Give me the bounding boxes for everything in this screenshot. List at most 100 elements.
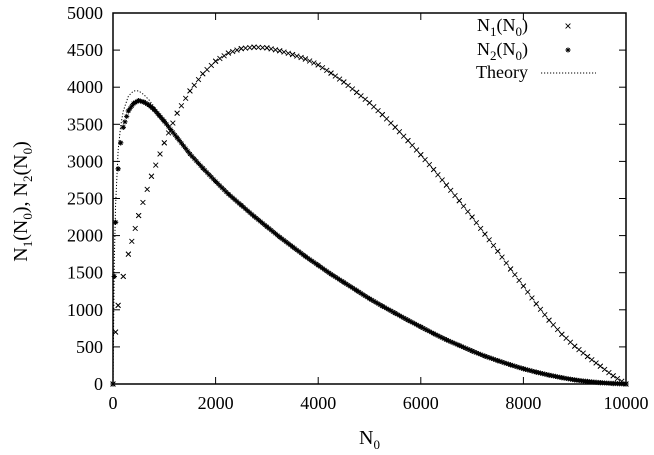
data-point	[422, 326, 428, 332]
data-point	[178, 103, 185, 109]
data-point	[238, 202, 244, 208]
data-point	[445, 338, 452, 344]
data-point	[317, 264, 323, 270]
data-point	[296, 248, 302, 255]
data-point	[168, 126, 174, 133]
data-point	[437, 334, 443, 340]
legend-item: N1​(N0​)	[477, 15, 571, 39]
data-point	[490, 356, 497, 362]
data-point	[430, 166, 437, 173]
legend-item: Theory	[476, 62, 596, 82]
data-point	[505, 361, 512, 367]
data-point	[298, 250, 304, 256]
data-point	[187, 151, 193, 157]
data-point	[165, 124, 172, 130]
data-point	[153, 108, 159, 115]
data-point	[546, 372, 552, 378]
data-point	[411, 320, 417, 327]
data-point	[300, 252, 306, 258]
y-axis-title: N1​(N0​), N2​(N0​)	[10, 141, 35, 262]
data-point	[405, 137, 411, 144]
y-tick-label: 2500	[67, 189, 103, 209]
data-point	[478, 351, 484, 358]
x-axis-title: N0​	[359, 427, 380, 452]
data-point	[274, 232, 281, 238]
x-tick-label: 10000	[604, 393, 649, 413]
data-point	[597, 380, 603, 386]
data-point	[369, 297, 375, 303]
data-point	[431, 330, 437, 337]
data-point	[294, 53, 300, 59]
data-point	[182, 95, 189, 102]
data-point	[336, 277, 343, 283]
data-point	[202, 167, 208, 173]
data-point	[531, 368, 537, 375]
data-point	[210, 176, 217, 182]
data-point	[219, 185, 225, 191]
data-point	[499, 359, 505, 365]
data-point	[512, 363, 518, 369]
data-point	[546, 317, 552, 323]
data-point	[497, 358, 503, 364]
data-point	[225, 191, 232, 197]
plot-frame	[112, 12, 627, 385]
data-point	[381, 304, 388, 310]
data-point	[567, 339, 574, 345]
data-point	[319, 64, 326, 71]
data-point	[268, 46, 274, 52]
data-point	[396, 312, 403, 319]
data-point	[230, 195, 236, 201]
data-point	[225, 50, 232, 56]
data-point	[221, 187, 227, 193]
data-point	[623, 381, 629, 387]
data-point	[180, 143, 187, 149]
y-tick-label: 0	[94, 374, 103, 394]
data-point	[529, 368, 535, 374]
data-point	[362, 293, 368, 299]
data-point	[347, 283, 353, 290]
data-point	[426, 161, 433, 168]
data-point	[366, 296, 373, 302]
data-point	[279, 236, 285, 242]
data-point	[571, 343, 578, 349]
data-point	[550, 322, 557, 328]
x-tick-label: 0	[109, 393, 118, 413]
data-point	[482, 231, 488, 237]
data-point	[554, 326, 561, 333]
legend-label: N1​(N0​)	[477, 15, 528, 39]
data-point	[328, 70, 334, 76]
data-point	[544, 372, 550, 378]
data-point	[443, 182, 450, 188]
data-point	[339, 278, 345, 284]
data-point	[384, 305, 390, 312]
data-point	[443, 337, 450, 343]
data-point	[141, 99, 147, 105]
data-point	[136, 97, 142, 104]
data-point	[257, 218, 264, 225]
data-point	[456, 342, 462, 349]
data-point	[507, 362, 514, 368]
data-point	[277, 48, 283, 54]
data-point	[418, 152, 424, 158]
legend-label: Theory	[476, 62, 528, 82]
data-point	[488, 355, 494, 362]
data-point	[456, 198, 462, 204]
data-point	[120, 124, 126, 130]
data-point	[465, 208, 471, 215]
y-tick-label: 4000	[67, 77, 103, 97]
data-point	[373, 299, 379, 305]
data-point	[324, 268, 330, 274]
data-point	[193, 158, 199, 164]
data-point	[185, 148, 191, 154]
data-point	[334, 275, 341, 281]
data-point	[572, 377, 578, 383]
data-point	[154, 110, 161, 117]
data-point	[452, 192, 458, 199]
data-point	[542, 312, 548, 318]
data-point	[610, 380, 616, 387]
data-point	[341, 279, 347, 285]
data-point	[377, 302, 383, 308]
data-point	[191, 156, 197, 162]
data-point	[383, 116, 390, 122]
data-point	[132, 225, 138, 232]
